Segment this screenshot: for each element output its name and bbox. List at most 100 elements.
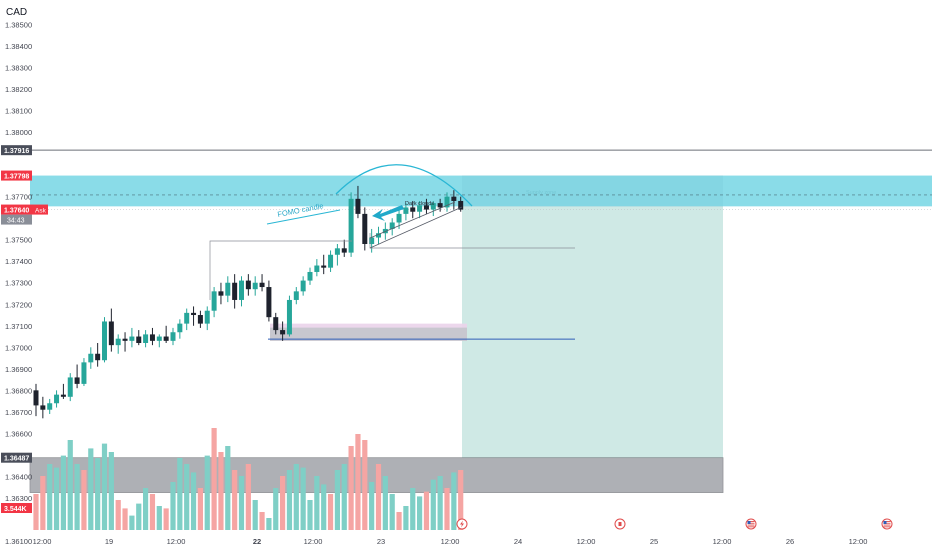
currency-label: CAD bbox=[6, 7, 28, 18]
volume-bar bbox=[40, 476, 46, 530]
time-tick-label: 12:00 bbox=[33, 537, 52, 546]
price-tick-label: 1.36600 bbox=[5, 429, 32, 438]
target-price-label: 1.36487 bbox=[4, 456, 29, 463]
maple-mark bbox=[618, 522, 622, 526]
volume-bar bbox=[437, 476, 443, 530]
volume-bar bbox=[170, 482, 176, 530]
volume-bar bbox=[451, 472, 457, 530]
candle-body bbox=[245, 280, 251, 290]
time-tick-label: 12:00 bbox=[577, 537, 596, 546]
candle-body bbox=[273, 317, 279, 331]
candle-body bbox=[218, 291, 224, 296]
volume-bar bbox=[218, 452, 224, 530]
candle-body bbox=[177, 323, 183, 333]
dark-clouds-label: Dark clouds bbox=[405, 201, 434, 207]
candle-body bbox=[239, 280, 244, 300]
candle-body bbox=[417, 205, 423, 212]
candle-body bbox=[403, 207, 409, 214]
volume-bar bbox=[389, 494, 395, 530]
volume-bar bbox=[280, 476, 286, 530]
candle-body bbox=[334, 248, 340, 255]
volume-bar bbox=[204, 455, 210, 530]
volume-bar bbox=[156, 506, 162, 530]
price-tick-label: 1.38300 bbox=[5, 64, 32, 73]
volume-bar bbox=[300, 467, 306, 530]
flag-stripe bbox=[883, 526, 891, 528]
volume-bar bbox=[314, 476, 320, 530]
candle-body bbox=[376, 233, 381, 238]
volume-bar bbox=[334, 470, 340, 530]
volume-bar bbox=[74, 464, 80, 530]
price-tick-label: 1.37200 bbox=[5, 300, 32, 309]
candle-body bbox=[444, 196, 450, 208]
flag-stripe bbox=[883, 522, 891, 524]
profit-area bbox=[462, 206, 723, 458]
price-labels-layer: 1.37916 1.37798 1.37640 Ask 34:43 1.36487 3.54… bbox=[1, 145, 48, 513]
time-tick-label: 12:00 bbox=[849, 537, 868, 546]
volume-bar bbox=[245, 464, 251, 530]
flag-stripe bbox=[747, 522, 755, 524]
candle-body bbox=[129, 336, 135, 341]
candle-body bbox=[314, 265, 320, 272]
pink-zone-inner bbox=[270, 327, 467, 341]
price-tick-label: 1.38200 bbox=[5, 85, 32, 94]
candle-body bbox=[286, 299, 292, 335]
price-tick-label: 1.36100 bbox=[5, 537, 32, 546]
volume-bar bbox=[286, 470, 293, 530]
candle-body bbox=[451, 196, 457, 201]
candle-body bbox=[81, 362, 87, 384]
candle-body bbox=[341, 248, 347, 253]
fomo-arrow-line bbox=[266, 209, 341, 225]
candle-body bbox=[60, 394, 66, 397]
volume-bar bbox=[430, 479, 436, 530]
volume-label: 3.544K bbox=[4, 506, 27, 513]
volume-bar bbox=[67, 440, 73, 530]
volume-bar bbox=[197, 488, 203, 530]
volume-bar bbox=[321, 484, 327, 530]
candle-body bbox=[300, 280, 306, 292]
candle-body bbox=[163, 336, 169, 341]
canada-flag-icon bbox=[614, 518, 626, 530]
candle-body bbox=[149, 334, 155, 341]
volume-bar bbox=[122, 508, 128, 530]
ask-tag: Ask bbox=[35, 208, 47, 215]
volume-bar bbox=[129, 515, 135, 530]
candle-body bbox=[67, 377, 73, 397]
trendline-upper bbox=[369, 201, 456, 239]
time-tick-label: 25 bbox=[650, 537, 658, 546]
price-tick-label: 1.38400 bbox=[5, 42, 32, 51]
candle-body bbox=[40, 405, 46, 410]
price-tick-label: 1.37000 bbox=[5, 343, 32, 352]
ask-price-label-bg bbox=[1, 204, 32, 215]
volume-bar bbox=[33, 494, 39, 530]
candle-body bbox=[321, 265, 327, 268]
candle-body bbox=[211, 291, 217, 311]
lightning-icon bbox=[456, 518, 468, 530]
candle-body bbox=[143, 334, 149, 343]
candle-body bbox=[232, 282, 238, 300]
volume-bar bbox=[95, 458, 101, 530]
zone-top-label-bg bbox=[1, 170, 32, 181]
short-position-tool[interactable]: Supply zone bbox=[462, 175, 723, 458]
ask-price-label: 1.37640 bbox=[4, 208, 29, 215]
volume-bar bbox=[163, 508, 169, 530]
candle-body bbox=[54, 394, 60, 404]
candle-body bbox=[122, 338, 128, 341]
time-tick-label: 12:00 bbox=[304, 537, 323, 546]
flag-canton bbox=[747, 521, 751, 524]
price-axis[interactable]: 1.38500 1.38400 1.38300 1.38200 1.38100 1.380… bbox=[5, 21, 32, 546]
us-flag-icon bbox=[881, 518, 893, 530]
candle-body bbox=[430, 203, 436, 210]
candle-body bbox=[184, 312, 190, 324]
candle-body bbox=[437, 203, 443, 208]
volume-bar bbox=[115, 500, 121, 530]
supply-zone bbox=[30, 175, 932, 207]
volume-bar bbox=[396, 512, 402, 530]
candle-body bbox=[259, 282, 265, 288]
candle-body bbox=[47, 403, 53, 410]
volume-bar bbox=[60, 455, 66, 530]
zone-top-label: 1.37798 bbox=[4, 174, 29, 181]
time-axis[interactable]: 12:00 19 12:00 22 12:00 23 12:00 24 12:00 25 12:00… bbox=[33, 518, 893, 546]
